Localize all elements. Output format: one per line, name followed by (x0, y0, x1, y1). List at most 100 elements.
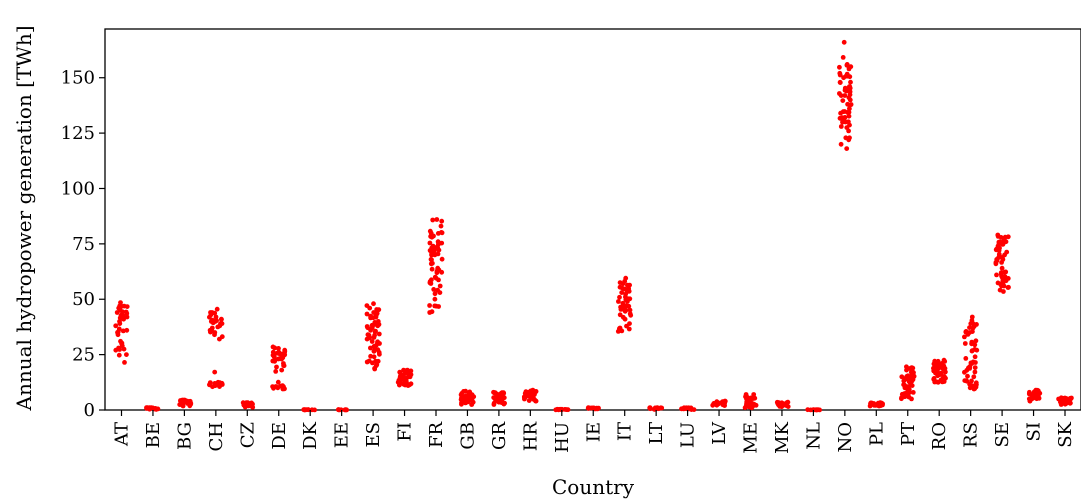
data-point-de (278, 383, 283, 389)
data-point-se (1006, 284, 1011, 290)
data-point-pt (911, 373, 917, 379)
data-point-de (270, 352, 276, 358)
data-point-si (1033, 393, 1039, 399)
data-point-se (1000, 255, 1005, 260)
data-point-ch (212, 330, 218, 335)
data-point-fr (439, 269, 445, 275)
data-point-se (993, 260, 999, 265)
data-point-es (377, 351, 382, 357)
data-point-no (838, 93, 844, 98)
data-point-ro (940, 379, 945, 385)
data-point-de (279, 367, 285, 373)
data-point-gb (463, 395, 469, 401)
x-tick-label: MK (772, 421, 793, 453)
data-point-ro (932, 358, 938, 364)
data-point-lu (681, 405, 687, 411)
data-point-hu (564, 407, 569, 412)
x-tick-label: LU (678, 422, 699, 448)
data-point-at (120, 328, 126, 334)
data-point-rs (972, 386, 978, 392)
data-point-at (121, 346, 127, 352)
data-point-rs (963, 329, 969, 334)
data-point-fi (401, 381, 407, 387)
y-tick-label: 125 (61, 123, 95, 144)
data-point-fr (439, 230, 444, 235)
data-point-fr (428, 281, 434, 286)
data-point-es (369, 339, 375, 344)
data-point-at (123, 309, 129, 315)
data-point-dk (312, 407, 317, 413)
data-point-pt (911, 370, 916, 375)
data-point-ch (208, 310, 213, 315)
data-point-pt (906, 386, 912, 392)
data-point-es (374, 362, 380, 368)
data-point-no (844, 62, 850, 68)
data-point-fr (427, 240, 433, 246)
points-layer (113, 39, 1074, 413)
data-point-de (273, 369, 279, 374)
data-point-gr (499, 390, 505, 396)
data-point-me (745, 395, 750, 400)
data-point-bg (178, 398, 183, 404)
data-point-se (1004, 249, 1010, 255)
data-point-pl (875, 403, 881, 408)
data-point-es (373, 311, 379, 316)
x-tick-label: HU (552, 422, 573, 453)
data-point-sk (1068, 396, 1073, 402)
data-point-fi (396, 377, 402, 383)
data-point-it (626, 326, 632, 332)
data-point-ch (214, 306, 220, 312)
data-point-ch (210, 317, 215, 323)
data-point-rs (963, 356, 969, 361)
data-point-fr (437, 283, 443, 289)
data-point-it (619, 328, 625, 334)
data-point-it (625, 282, 630, 288)
x-axis: AT BE BG CH CZ DE DK EE ES FI FR GB GR HR HU IE IT LT LU LV… (112, 410, 1076, 454)
data-point-es (369, 322, 375, 328)
data-point-fr (430, 260, 435, 266)
data-point-no (840, 55, 846, 60)
data-point-rs (974, 322, 979, 327)
data-point-at (117, 304, 123, 310)
data-point-me (748, 395, 754, 401)
data-point-es (364, 303, 370, 308)
data-point-hr (531, 396, 536, 402)
x-axis-title: Country (552, 475, 635, 499)
data-point-de (281, 363, 286, 368)
data-point-es (370, 360, 375, 366)
data-point-me (742, 405, 748, 411)
data-point-bg (187, 398, 193, 404)
data-point-rs (962, 334, 967, 340)
data-point-es (372, 365, 377, 371)
data-point-pt (907, 366, 913, 371)
data-point-ch (213, 314, 219, 320)
data-point-at (119, 340, 125, 346)
data-point-fi (406, 372, 412, 377)
x-tick-label: DE (269, 422, 290, 450)
data-point-rs (962, 341, 968, 346)
data-point-fr (433, 303, 439, 309)
data-point-se (999, 283, 1004, 289)
data-point-it (619, 290, 625, 295)
data-point-es (368, 315, 373, 321)
data-point-cz (242, 404, 248, 410)
data-point-fr (435, 251, 441, 257)
x-tick-label: GR (489, 422, 510, 450)
data-point-fr (429, 257, 434, 263)
data-point-no (848, 102, 854, 107)
data-point-ch (219, 317, 224, 322)
data-point-no (842, 109, 847, 114)
data-point-mk (778, 401, 784, 407)
data-point-it (617, 284, 623, 290)
y-tick-label: 50 (72, 289, 95, 310)
data-point-es (368, 345, 373, 351)
data-point-fr (438, 223, 444, 229)
data-point-rs (965, 373, 970, 379)
data-point-rs (970, 359, 976, 365)
data-point-rs (969, 339, 975, 345)
data-point-rs (962, 378, 968, 383)
data-point-rs (970, 329, 975, 334)
data-point-it (628, 312, 634, 318)
data-point-dk (301, 407, 307, 413)
